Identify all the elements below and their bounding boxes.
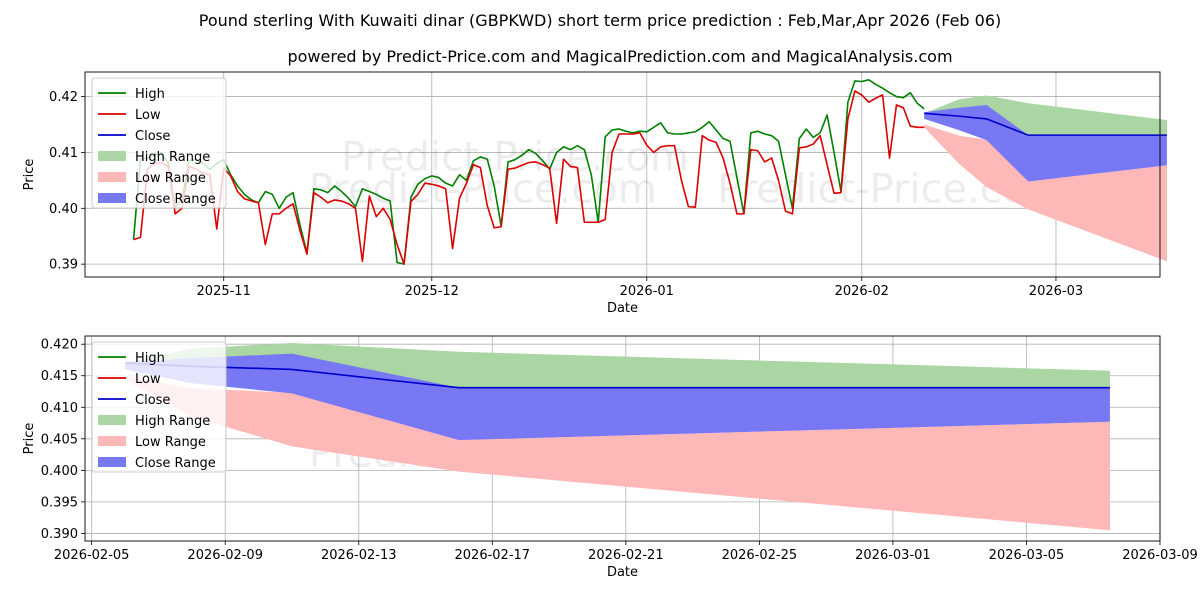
x-tick-label: 2025-11 xyxy=(197,284,251,299)
y-tick-label: 0.40 xyxy=(49,202,78,217)
chart-subtitle: powered by Predict-Price.com and Magical… xyxy=(287,47,952,66)
legend-label: Low Range xyxy=(135,435,206,450)
legend-label: Low xyxy=(135,108,161,123)
bottom-chart-panel: Predict-Price.comPredict-Price.comPredic… xyxy=(22,335,1198,580)
close-series-line xyxy=(924,112,1167,136)
x-tick-label: 2026-03-09 xyxy=(1122,548,1198,563)
plot-frame xyxy=(84,71,1161,278)
legend-label: Close Range xyxy=(135,456,216,471)
x-tick-label: 2025-12 xyxy=(405,284,459,299)
watermark: Predict-Price.com xyxy=(341,135,689,181)
x-tick-label: 2026-02-13 xyxy=(321,548,397,563)
x-tick-label: 2026-02-09 xyxy=(187,548,263,563)
y-tick-label: 0.39 xyxy=(49,258,78,273)
low-series-line xyxy=(133,90,925,265)
x-tick-label: 2026-02-21 xyxy=(588,548,664,563)
y-axis-label: Price xyxy=(22,159,37,191)
legend-label: Close Range xyxy=(135,192,216,207)
chart-title: Pound sterling With Kuwaiti dinar (GBPKW… xyxy=(199,11,1002,30)
y-tick-label: 0.390 xyxy=(41,527,78,542)
y-tick-label: 0.400 xyxy=(41,464,78,479)
x-tick-label: 2026-02-25 xyxy=(722,548,798,563)
y-axis-label: Price xyxy=(22,423,37,455)
legend-label: Low Range xyxy=(135,171,206,186)
legend-label: Low xyxy=(135,372,161,387)
legend-label: Close xyxy=(135,129,170,144)
x-axis-label: Date xyxy=(607,301,638,316)
y-tick-label: 0.41 xyxy=(49,146,78,161)
x-tick-label: 2026-01 xyxy=(620,284,674,299)
legend-label: High Range xyxy=(135,414,210,429)
legend-label: High xyxy=(135,87,165,102)
low-range-band xyxy=(125,375,1110,531)
x-tick-label: 2026-03 xyxy=(1029,284,1083,299)
legend-label: High xyxy=(135,351,165,366)
legend-swatch xyxy=(98,193,126,203)
watermark: Predict-Price.com xyxy=(309,167,657,213)
close-range-band xyxy=(924,104,1167,182)
y-tick-label: 0.410 xyxy=(41,401,78,416)
x-tick-label: 2026-02-05 xyxy=(54,548,130,563)
legend-label: High Range xyxy=(135,150,210,165)
y-tick-label: 0.415 xyxy=(41,369,78,384)
x-tick-label: 2026-02 xyxy=(835,284,889,299)
high-range-band xyxy=(125,342,1110,388)
legend-swatch xyxy=(98,415,126,425)
legend-swatch xyxy=(98,172,126,182)
legend-swatch xyxy=(98,436,126,446)
y-tick-label: 0.395 xyxy=(41,495,78,510)
y-tick-label: 0.42 xyxy=(49,90,78,105)
legend-label: Close xyxy=(135,393,170,408)
low-range-band xyxy=(924,124,1167,262)
legend-swatch xyxy=(98,457,126,467)
x-tick-label: 2026-02-17 xyxy=(455,548,531,563)
y-tick-label: 0.405 xyxy=(41,432,78,447)
x-axis-label: Date xyxy=(607,565,638,580)
legend-swatch xyxy=(98,151,126,161)
close-range-band xyxy=(125,353,1110,441)
x-tick-label: 2026-03-05 xyxy=(989,548,1065,563)
x-tick-label: 2026-03-01 xyxy=(855,548,931,563)
y-tick-label: 0.420 xyxy=(41,338,78,353)
